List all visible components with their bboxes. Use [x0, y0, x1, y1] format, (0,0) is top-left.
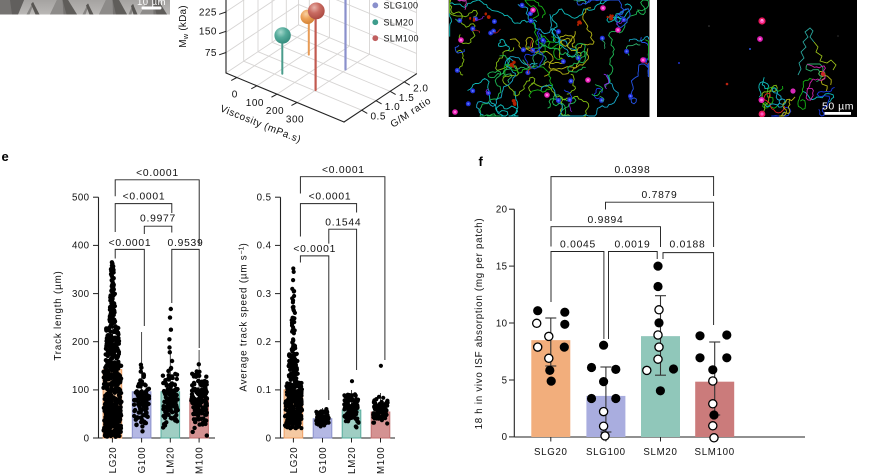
svg-text:400: 400 [72, 241, 90, 252]
svg-text:0: 0 [266, 433, 272, 444]
svg-text:SLG20: SLG20 [289, 447, 300, 474]
svg-text:0.9977: 0.9977 [140, 214, 176, 225]
svg-text:SLG100: SLG100 [137, 447, 148, 474]
svg-text:0.1544: 0.1544 [325, 217, 361, 228]
svg-text:SLG100: SLG100 [586, 447, 626, 458]
svg-text:75: 75 [205, 48, 217, 59]
svg-text:0.3: 0.3 [257, 289, 272, 300]
svg-text:100: 100 [72, 385, 90, 396]
svg-text:<0.0001: <0.0001 [136, 168, 179, 179]
svg-text:<0.0001: <0.0001 [293, 244, 336, 255]
svg-text:100: 100 [246, 98, 264, 109]
svg-text:SLM20: SLM20 [384, 17, 414, 27]
svg-text:20: 20 [496, 205, 508, 216]
svg-text:SLM20: SLM20 [643, 447, 677, 458]
svg-text:0.0398: 0.0398 [615, 165, 651, 176]
svg-text:SLG20: SLG20 [108, 447, 119, 474]
svg-text:10 µm: 10 µm [137, 0, 166, 8]
svg-text:225: 225 [199, 7, 217, 18]
svg-text:f: f [479, 154, 484, 169]
svg-text:0.0019: 0.0019 [615, 240, 651, 251]
svg-text:10: 10 [496, 318, 508, 329]
svg-text:1.5: 1.5 [399, 93, 414, 104]
svg-text:0.0188: 0.0188 [670, 240, 706, 251]
svg-text:0.5: 0.5 [257, 193, 272, 204]
svg-text:2.0: 2.0 [413, 83, 428, 94]
svg-text:0.1: 0.1 [257, 385, 272, 396]
svg-text:SLM20: SLM20 [166, 447, 177, 474]
svg-text:SLM100: SLM100 [195, 447, 206, 474]
svg-text:SLM20: SLM20 [347, 447, 358, 474]
svg-text:0: 0 [502, 432, 508, 443]
svg-text:300: 300 [286, 115, 304, 126]
svg-text:200: 200 [266, 106, 284, 117]
svg-text:500: 500 [72, 193, 90, 204]
svg-text:0: 0 [232, 90, 238, 101]
svg-text:SLM100: SLM100 [384, 33, 419, 43]
svg-text:0.0045: 0.0045 [560, 240, 596, 251]
svg-text:18 h in vivo ISF absorption (m: 18 h in vivo ISF absorption (mg per patc… [474, 218, 485, 430]
svg-text:0.7879: 0.7879 [642, 190, 678, 201]
svg-text:0: 0 [84, 433, 90, 444]
svg-text:0.5: 0.5 [370, 112, 385, 123]
svg-text:SLG100: SLG100 [384, 1, 419, 11]
svg-text:e: e [2, 149, 9, 164]
svg-text:Average track speed (µm s−1): Average track speed (µm s−1) [239, 242, 250, 391]
svg-text:0.9539: 0.9539 [168, 238, 204, 249]
svg-text:0.9894: 0.9894 [588, 215, 624, 226]
svg-text:0.2: 0.2 [257, 337, 272, 348]
svg-text:300: 300 [72, 289, 90, 300]
svg-text:SLM100: SLM100 [695, 447, 735, 458]
svg-text:SLM100: SLM100 [376, 447, 387, 474]
svg-text:50 µm: 50 µm [822, 101, 854, 113]
svg-text:0.4: 0.4 [257, 241, 272, 252]
svg-text:5: 5 [502, 375, 508, 386]
svg-text:200: 200 [72, 337, 90, 348]
svg-text:<0.0001: <0.0001 [322, 165, 365, 176]
svg-text:<0.0001: <0.0001 [309, 191, 352, 202]
svg-text:SLG100: SLG100 [318, 447, 329, 474]
svg-text:Track length (µm): Track length (µm) [53, 270, 64, 360]
svg-text:1.0: 1.0 [385, 102, 400, 113]
svg-text:Mw (kDa): Mw (kDa) [178, 5, 190, 48]
svg-text:<0.0001: <0.0001 [123, 191, 166, 202]
svg-text:<0.0001: <0.0001 [109, 238, 152, 249]
svg-text:15: 15 [496, 261, 508, 272]
svg-text:150: 150 [199, 27, 217, 38]
svg-text:SLG20: SLG20 [534, 447, 568, 458]
